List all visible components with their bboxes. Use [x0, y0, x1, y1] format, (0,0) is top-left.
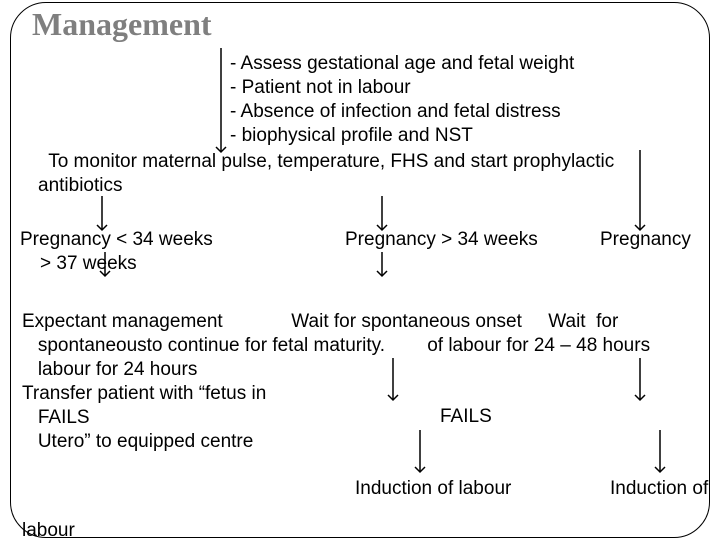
fails-right: FAILS — [440, 406, 492, 428]
criteria-bullets: - Assess gestational age and fetal weigh… — [230, 52, 574, 148]
branch-gt37: > 37 weeks — [40, 252, 240, 276]
body-l6: Utero” to equipped centre — [22, 430, 720, 454]
induction-left: Induction of labour — [355, 478, 511, 500]
monitor-text: To monitor maternal pulse, temperature, … — [38, 150, 614, 198]
bullet-3: - Absence of infection and fetal distres… — [230, 100, 574, 124]
body-l4: Transfer patient with “fetus in — [22, 382, 720, 406]
body-l3: labour for 24 hours — [22, 358, 720, 382]
induction-right: Induction of — [610, 478, 708, 500]
slide-title: Management — [32, 6, 212, 43]
bullet-4: - biophysical profile and NST — [230, 124, 574, 148]
branch-gt34: Pregnancy > 34 weeks — [345, 228, 575, 252]
body-text: Expectant management Wait for spontaneou… — [22, 310, 720, 454]
body-l1: Expectant management Wait for spontaneou… — [22, 310, 720, 334]
slide: Management - Assess gestational age and … — [0, 0, 720, 540]
body-l5: FAILS — [22, 406, 720, 430]
bullet-1: - Assess gestational age and fetal weigh… — [230, 52, 574, 76]
labour-cut: labour — [22, 520, 75, 540]
monitor-line-2: antibiotics — [38, 174, 614, 198]
monitor-line-1: To monitor maternal pulse, temperature, … — [38, 150, 614, 174]
body-l2: spontaneousto continue for fetal maturit… — [22, 334, 720, 358]
branch-lt34: Pregnancy < 34 weeks — [20, 228, 250, 252]
bullet-2: - Patient not in labour — [230, 76, 574, 100]
branch-preg: Pregnancy — [600, 228, 720, 252]
